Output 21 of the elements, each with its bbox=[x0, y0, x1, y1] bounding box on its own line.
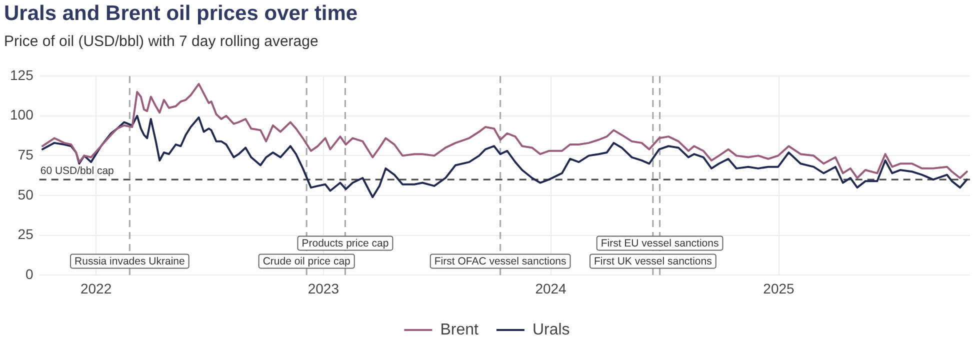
legend-label: Urals bbox=[532, 321, 570, 338]
y-tick-label: 25 bbox=[18, 226, 34, 242]
x-tick-label: 2024 bbox=[535, 280, 567, 296]
ref-line-label: Crude oil price cap bbox=[262, 256, 351, 268]
x-tick-label: 2023 bbox=[308, 280, 340, 296]
ref-line-label: First EU vessel sanctions bbox=[600, 238, 719, 250]
ref-line-label: Products price cap bbox=[302, 238, 389, 250]
chart-subtitle: Price of oil (USD/bbl) with 7 day rolling average bbox=[4, 33, 318, 50]
chart-title: Urals and Brent oil prices over time bbox=[4, 2, 358, 26]
ref-line-label: First UK vessel sanctions bbox=[594, 256, 712, 268]
ref-line-label: First OFAC vessel sanctions bbox=[434, 256, 566, 268]
y-tick-label: 0 bbox=[26, 266, 34, 282]
y-tick-label: 100 bbox=[10, 106, 34, 123]
ref-line-label: 60 USD/bbl cap bbox=[40, 165, 114, 178]
y-tick-label: 125 bbox=[10, 66, 34, 83]
y-tick-label: 75 bbox=[18, 146, 34, 163]
x-tick-label: 2025 bbox=[763, 280, 795, 296]
ref-line-label: Russia invades Ukraine bbox=[74, 256, 185, 268]
x-tick-label: 2022 bbox=[80, 280, 112, 296]
legend-label: Brent bbox=[440, 321, 480, 338]
y-tick-label: 50 bbox=[18, 186, 34, 202]
